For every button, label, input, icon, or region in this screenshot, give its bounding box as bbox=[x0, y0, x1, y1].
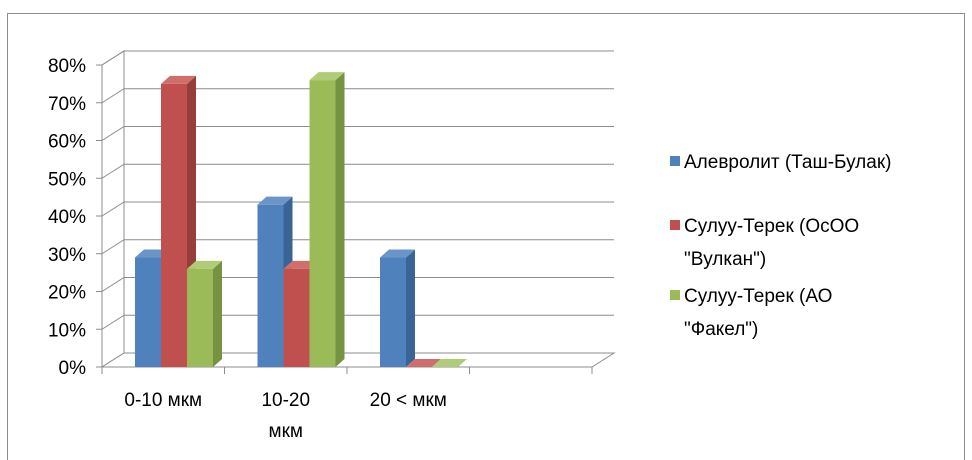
legend-label: Сулуу-Терек (ОсОО bbox=[684, 216, 859, 237]
bar-top bbox=[161, 75, 196, 84]
bar-front bbox=[283, 268, 310, 367]
bar-front bbox=[309, 80, 336, 367]
bar-front bbox=[161, 83, 187, 367]
y-tick-label: 80% bbox=[48, 56, 86, 77]
legend-label: "Вулкан") bbox=[684, 249, 766, 270]
bar-top bbox=[406, 359, 441, 367]
bar bbox=[432, 359, 467, 367]
gridlines bbox=[96, 50, 614, 374]
gridline bbox=[101, 277, 614, 292]
y-tick-label: 10% bbox=[48, 320, 86, 341]
y-tick-label: 20% bbox=[48, 283, 86, 304]
gridline bbox=[101, 201, 614, 217]
gridline bbox=[101, 314, 614, 330]
gridline bbox=[101, 239, 614, 255]
bar-side bbox=[213, 260, 222, 367]
legend-label: Алевролит (Таш-Булак) bbox=[684, 152, 891, 173]
y-tick-label: 30% bbox=[48, 245, 86, 266]
bar-front bbox=[187, 268, 213, 367]
legend-item: Алевролит (Таш-Булак) bbox=[670, 152, 891, 173]
y-tick-label: 0% bbox=[59, 358, 87, 379]
bar-front bbox=[135, 257, 161, 367]
gridline bbox=[101, 50, 614, 66]
legend-swatch bbox=[670, 220, 680, 230]
legend-swatch bbox=[670, 156, 680, 166]
legend-swatch bbox=[670, 290, 680, 300]
bar-front bbox=[257, 204, 284, 367]
bar-side bbox=[406, 249, 415, 367]
chart-frame bbox=[7, 13, 965, 460]
legend-label: Сулуу-Терек (АО bbox=[684, 286, 832, 307]
y-axis-tick-labels: 0% 10% 20% 30% 40% 50% 60% 70% 80% bbox=[48, 56, 86, 379]
y-tick-label: 70% bbox=[48, 94, 86, 115]
x-tick-label: 0-10 мкм bbox=[124, 390, 202, 411]
bar bbox=[187, 260, 222, 367]
legend-label: "Факел") bbox=[684, 319, 758, 340]
legend-item: Сулуу-Терек (АО "Факел") bbox=[670, 286, 832, 340]
bar-front bbox=[380, 257, 406, 367]
bar-side bbox=[335, 72, 345, 367]
gridline bbox=[101, 163, 614, 179]
x-tick-label: мкм bbox=[269, 421, 303, 442]
legend-item: Сулуу-Терек (ОсОО "Вулкан") bbox=[670, 216, 859, 270]
bar-top bbox=[187, 260, 222, 269]
x-tick-label: 10-20 bbox=[261, 390, 310, 411]
bar-top bbox=[309, 72, 345, 81]
bar bbox=[309, 72, 345, 367]
y-tick-label: 50% bbox=[48, 169, 86, 190]
x-axis-tick-labels: 0-10 мкм 10-20 мкм 20 < мкм bbox=[124, 390, 446, 442]
bar bbox=[406, 359, 441, 367]
bar bbox=[380, 249, 415, 367]
bars bbox=[135, 72, 467, 367]
bar-top bbox=[257, 196, 293, 205]
y-tick-label: 40% bbox=[48, 207, 86, 228]
gridline bbox=[101, 88, 614, 104]
gridline bbox=[101, 126, 614, 141]
bar-top bbox=[432, 359, 467, 367]
bar-top bbox=[380, 249, 415, 258]
legend: Алевролит (Таш-Булак) Сулуу-Терек (ОсОО "В… bbox=[670, 152, 891, 340]
y-tick-label: 60% bbox=[48, 132, 86, 153]
x-tick-label: 20 < мкм bbox=[370, 390, 447, 411]
